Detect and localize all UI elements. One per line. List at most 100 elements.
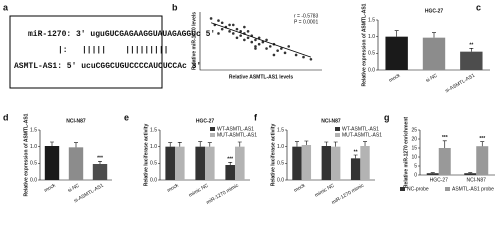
panel-label: c (476, 2, 481, 12)
point (217, 19, 220, 22)
point (231, 23, 235, 27)
bar (92, 164, 108, 180)
point (209, 17, 213, 20)
axes (199, 12, 322, 71)
x-tick-label: mock (293, 182, 307, 193)
point (228, 30, 231, 33)
point (217, 32, 220, 35)
error-bar (468, 172, 473, 174)
bar (68, 147, 84, 180)
y-axis-label: Relative expression of ASMTL-AS1 (23, 113, 29, 196)
significance: *** (479, 136, 485, 142)
error-bar (50, 141, 54, 146)
point (257, 36, 261, 40)
error-bar (469, 48, 474, 52)
bar (460, 51, 483, 70)
y-tick-label: 10 (411, 154, 417, 160)
point (309, 57, 313, 61)
annotation: r = -0.5783 (294, 13, 319, 19)
x-tick-label: mimic NC (314, 182, 336, 198)
point (302, 55, 305, 59)
chart-title: HGC-27 (425, 8, 444, 14)
point (276, 49, 279, 52)
bar (426, 173, 439, 175)
significance: ** (354, 149, 358, 155)
significance: *** (97, 156, 103, 162)
bar (292, 146, 302, 180)
error-bar (237, 141, 242, 147)
y-tick-label: 15 (411, 145, 417, 151)
legend-swatch (335, 133, 340, 137)
error-bar (324, 141, 329, 146)
y-tick-label: 0.5 (368, 51, 375, 57)
bar (175, 146, 185, 180)
error-bar (168, 142, 173, 147)
bar (360, 146, 370, 180)
legend-label: ASMTL-AS1 probe (452, 186, 494, 192)
error-bar (394, 30, 399, 37)
x-axis-label: Relative ASMTL-AS1 levels (229, 74, 294, 80)
point (250, 40, 254, 44)
y-tick-label: 0 (414, 172, 417, 178)
y-tick-label: 1.0 (30, 144, 37, 150)
point (287, 45, 291, 48)
bar (331, 146, 341, 180)
error-bar (442, 140, 447, 148)
point (265, 38, 268, 42)
x-tick-label: NCI-N87 (467, 177, 487, 183)
error-bar (363, 141, 368, 146)
panel-label: f (254, 112, 258, 122)
error-bar (294, 141, 299, 147)
point (231, 32, 235, 35)
bar (422, 37, 446, 70)
y-tick-label: 1.5 (368, 17, 375, 23)
legend-swatch (210, 133, 215, 137)
fit-line (210, 22, 312, 58)
point (228, 23, 231, 27)
x-tick-label: si-NC (67, 182, 81, 194)
y-tick-label: 1.0 (277, 144, 284, 150)
panel-label: g (384, 112, 390, 122)
chart-title: NCI-N87 (66, 118, 86, 124)
point (294, 53, 298, 57)
y-tick-label: 1.0 (368, 34, 375, 40)
error-bar (353, 154, 358, 159)
mirna-sequence: miR-1270: 3' uguGUCGAGAAGGUAUAGAGGUc 5' (28, 30, 215, 39)
panel-label: e (124, 112, 129, 122)
y-axis-label: Relative miR-1270 levels (191, 12, 197, 70)
y-axis-label: Relative luciferase activity (270, 124, 276, 187)
x-tick-label: mock (166, 182, 180, 193)
error-bar (480, 141, 485, 147)
error-bar (98, 161, 102, 164)
error-bar (304, 140, 309, 145)
bar (464, 173, 477, 175)
alignment-box (9, 15, 163, 89)
legend-swatch (335, 127, 340, 131)
bar (235, 146, 245, 180)
error-bar (198, 141, 203, 147)
panel-label: a (3, 2, 9, 12)
pairing-lines: |: ||||| ||||||||| (58, 46, 168, 55)
annotation: P = 0.0001 (294, 19, 318, 25)
y-axis-label: Relative expression of ASMTL-AS1 (361, 3, 367, 86)
point (272, 53, 276, 57)
y-tick-label: 0.0 (368, 67, 375, 73)
legend-label: WT-ASMTL-AS1 (342, 126, 379, 132)
legend-label: WT-ASMTL-AS1 (217, 126, 254, 132)
lncrna-sequence: ASMTL-AS1: 5' ucuCGGCUGUCCCCAUCUCCAc 3' (14, 62, 201, 71)
significance: ** (469, 43, 473, 49)
bar (165, 146, 175, 180)
point (243, 38, 246, 42)
bar (385, 36, 408, 70)
point (246, 30, 250, 33)
bar (321, 146, 331, 180)
bar (350, 158, 361, 180)
x-tick-label: mock (388, 72, 402, 83)
figure: a miR-1270: 3' uguGUCGAGAAGGUAUAGAGGUc 5… (3, 2, 495, 206)
legend-label: MUT-ASMTL-AS1 (217, 132, 257, 138)
panel-label: b (172, 2, 178, 12)
point (261, 40, 265, 44)
legend-swatch (210, 127, 215, 131)
y-tick-label: 0.0 (277, 177, 284, 183)
bar (476, 146, 489, 175)
